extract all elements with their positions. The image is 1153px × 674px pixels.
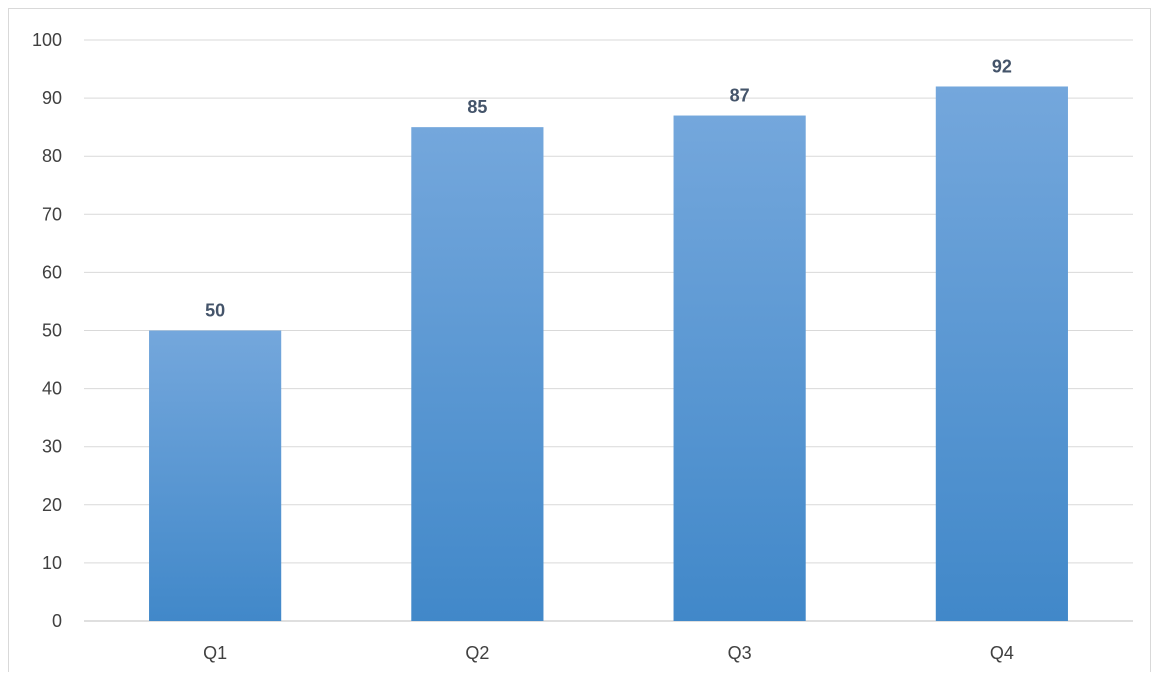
y-axis-tick-labels: 0 10 20 30 40 50 60 70 80 90 100	[32, 30, 62, 631]
y-tick-label: 20	[42, 495, 62, 515]
x-tick-label: Q2	[465, 643, 489, 663]
bar-q3	[673, 115, 806, 621]
bar-q2	[411, 127, 544, 622]
y-tick-label: 10	[42, 553, 62, 573]
y-tick-label: 90	[42, 88, 62, 108]
data-label-q2: 85	[467, 97, 487, 117]
x-tick-label: Q1	[203, 643, 227, 663]
y-tick-label: 40	[42, 379, 62, 399]
x-tick-label: Q3	[728, 643, 752, 663]
bar-q4	[935, 86, 1068, 622]
y-tick-label: 0	[52, 611, 62, 631]
chart-frame	[8, 8, 1151, 672]
y-tick-label: 70	[42, 204, 62, 224]
y-tick-label: 60	[42, 262, 62, 282]
data-labels: 50 85 87 92	[205, 56, 1012, 320]
bar-q1	[149, 330, 282, 621]
y-tick-label: 100	[32, 30, 62, 50]
x-tick-label: Q4	[990, 643, 1014, 663]
data-label-q1: 50	[205, 301, 225, 321]
y-tick-label: 50	[42, 321, 62, 341]
data-label-q4: 92	[992, 56, 1012, 76]
bars	[149, 86, 1068, 622]
data-label-q3: 87	[730, 86, 750, 106]
y-tick-label: 30	[42, 437, 62, 457]
x-axis-tick-labels: Q1 Q2 Q3 Q4	[203, 643, 1014, 663]
y-tick-label: 80	[42, 146, 62, 166]
